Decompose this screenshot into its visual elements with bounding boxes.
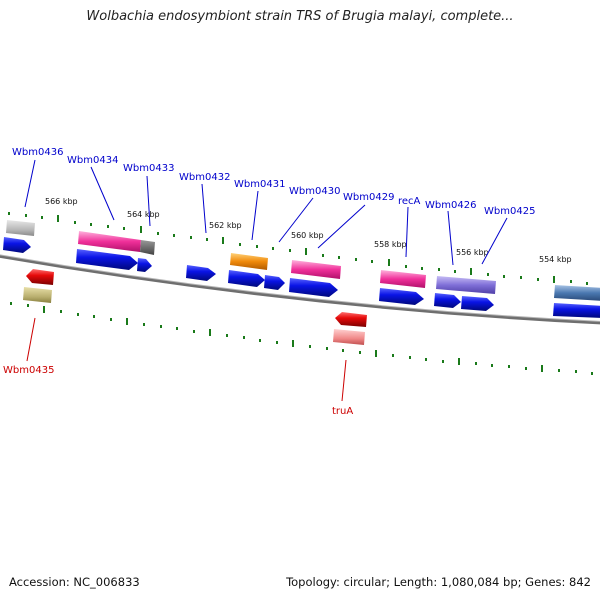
tick-labels: 566 kbp 564 kbp 562 kbp 560 kbp 558 kbp … [45,197,572,264]
reverse-features [23,269,367,345]
cds-arrow [76,249,138,270]
tick-label: 554 kbp [539,255,572,264]
map-title: Wolbachia endosymbiont strain TRS of Bru… [86,9,514,24]
feature-block [436,276,496,294]
cds-arrow [264,275,285,290]
tick-label: 562 kbp [209,221,242,230]
forward-feature-blocks [6,220,600,301]
feature-block [333,329,365,345]
feature-block [554,285,600,301]
gene-label: Wbm0426 [425,200,476,211]
tick-label: 558 kbp [374,240,407,249]
tick-marks-upper [8,212,588,285]
gene-label: Wbm0430 [289,186,340,197]
tick-label: 566 kbp [45,197,78,206]
feature-block [140,240,155,255]
summary-text: Topology: circular; Length: 1,080,084 bp… [286,575,591,589]
cds-arrow [3,237,31,253]
gene-label: Wbm0425 [484,206,535,217]
gene-label: Wbm0435 [3,365,54,376]
gene-label: Wbm0433 [123,163,174,174]
gene-label: Wbm0431 [234,179,285,190]
cds-arrow [434,293,461,308]
reverse-leader-lines [26,317,347,402]
cds-arrow [553,303,600,318]
gene-label: Wbm0429 [343,192,394,203]
feature-block [230,253,268,270]
tick-label: 560 kbp [291,231,324,240]
genome-backbone [0,254,600,325]
feature-block [291,260,341,279]
cds-arrow [461,296,494,311]
feature-block [78,231,141,252]
cds-arrow-reverse [26,269,54,285]
cds-arrow [379,288,424,305]
cds-arrow [228,270,265,287]
cds-arrow [289,278,338,297]
cds-arrow [186,265,216,281]
tick-marks-lower [10,302,593,375]
gene-label: truA [332,406,353,417]
feature-block [380,270,426,288]
gene-labels-reverse: Wbm0435 truA [3,365,353,417]
cds-arrow-reverse [335,312,367,327]
accession-text: Accession: NC_006833 [9,575,140,589]
feature-block [23,287,52,303]
gene-label: Wbm0434 [67,155,118,166]
tick-label: 556 kbp [456,248,489,257]
gene-label: Wbm0436 [12,147,63,158]
cds-arrow [137,258,152,272]
tick-label: 564 kbp [127,210,160,219]
gene-label: Wbm0432 [179,172,230,183]
forward-cds-arrows [3,237,600,318]
label-leader-lines [24,159,508,266]
gene-labels-forward: Wbm0436 Wbm0434 Wbm0433 Wbm0432 Wbm0431 … [12,147,535,217]
gene-label: recA [398,196,421,207]
feature-block [6,220,35,236]
